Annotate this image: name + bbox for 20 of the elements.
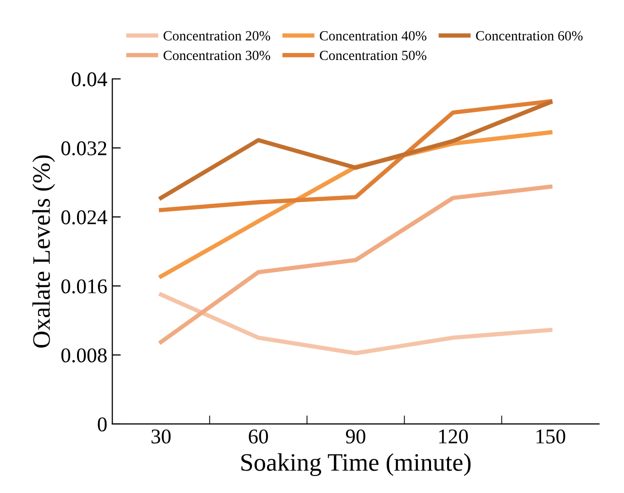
x-tick-label: 60 xyxy=(248,429,268,444)
y-tick-label: 0 xyxy=(98,417,107,432)
y-tick-label: 0.024 xyxy=(61,210,108,224)
y-axis-title: Oxalate Levels (%) xyxy=(32,155,56,348)
legend-label: Concentration 20% xyxy=(164,31,270,41)
legend-label: Concentration 40% xyxy=(320,31,426,41)
x-tick-label: 90 xyxy=(346,429,366,444)
x-tick-label: 120 xyxy=(439,429,468,444)
y-tick-label: 0.04 xyxy=(72,72,108,86)
line-series xyxy=(158,184,552,344)
legend-label: Concentration 30% xyxy=(164,50,270,60)
x-tick-label: 150 xyxy=(536,429,566,444)
y-tick-label: 0.008 xyxy=(61,348,107,362)
line-series xyxy=(158,292,552,356)
x-tick-label: 30 xyxy=(152,429,171,444)
legend-label: Concentration 50% xyxy=(320,50,426,60)
y-tick-label: 0.016 xyxy=(61,279,107,294)
legend-label: Concentration 60% xyxy=(476,31,583,41)
y-tick-label: 0.032 xyxy=(61,141,106,156)
x-axis-title: Soaking Time (minute) xyxy=(241,453,471,476)
